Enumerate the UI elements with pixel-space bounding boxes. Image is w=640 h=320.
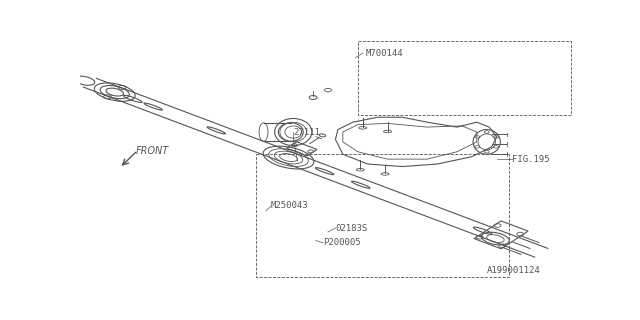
Text: M250043: M250043 [271,202,308,211]
Text: P200005: P200005 [323,238,361,247]
Text: A199001124: A199001124 [486,266,540,275]
Text: 27111: 27111 [293,128,320,137]
Text: FIG.195: FIG.195 [511,155,549,164]
Text: M700144: M700144 [365,49,403,58]
Text: FRONT: FRONT [136,146,170,156]
Text: 02183S: 02183S [335,224,368,233]
